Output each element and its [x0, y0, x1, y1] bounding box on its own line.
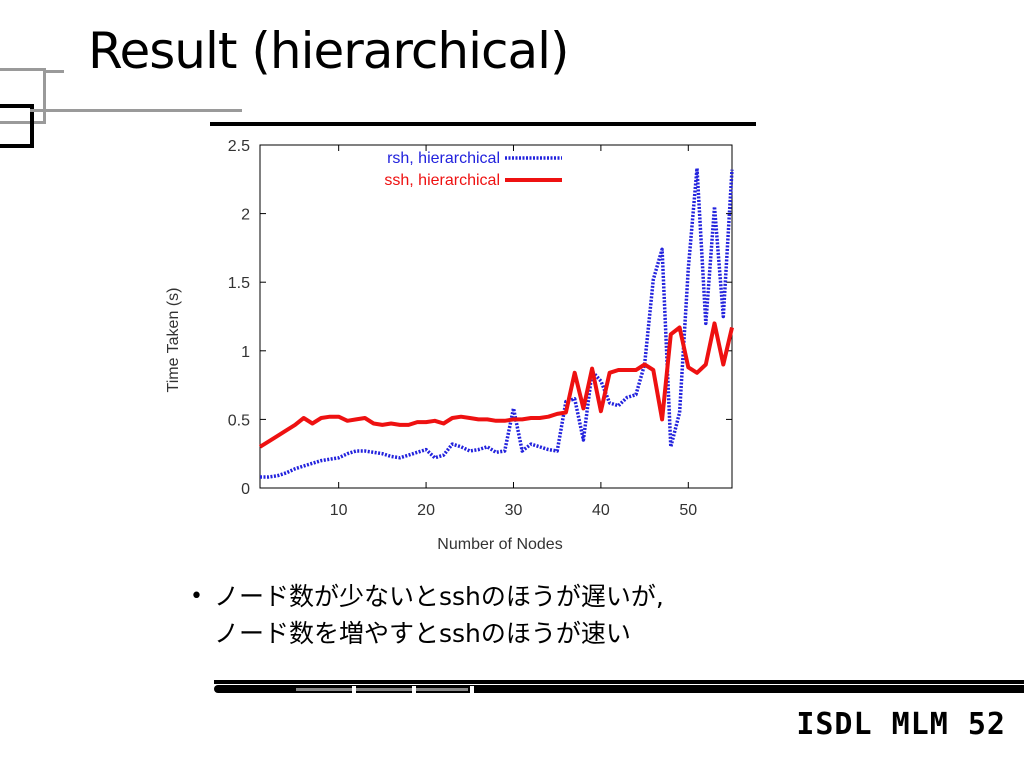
footer-rule-gray: [296, 688, 468, 691]
x-tick-label: 20: [417, 502, 435, 519]
x-tick-label: 10: [330, 502, 348, 519]
series-line-rsh: [260, 166, 734, 479]
y-axis-label: Time Taken (s): [165, 288, 182, 393]
y-tick-label: 0.5: [228, 412, 250, 429]
bullet-line-2: ノード数を増やすとsshのほうが速い: [214, 619, 631, 648]
y-tick-label: 2: [241, 207, 250, 224]
footer-rule-gap-2: [412, 686, 416, 693]
y-tick-label: 1: [241, 344, 250, 361]
x-tick-label: 50: [679, 502, 697, 519]
slide-footer: ISDL MLM 52: [796, 707, 1006, 742]
plot-frame: [259, 144, 733, 489]
bullet-line-1: ノード数が少ないとsshのほうが遅いが,: [214, 582, 664, 611]
series-line-ssh: [258, 321, 734, 449]
chart-series: [258, 166, 734, 479]
corner-box-outer: [0, 68, 46, 124]
x-tick-label: 30: [505, 502, 523, 519]
footer-rule-gap-3: [470, 686, 474, 693]
y-tick-label: 2.5: [228, 138, 250, 155]
x-axis-label: Number of Nodes: [437, 536, 562, 553]
footer-rule-thick: [214, 685, 1024, 693]
footer-rule-gap-1: [352, 686, 356, 693]
title-accent-gray: [30, 109, 242, 112]
bullet-point: • ノード数が少ないとsshのほうが遅いが, ノード数を増やすとsshのほうが速…: [190, 578, 664, 652]
x-tick-label: 40: [592, 502, 610, 519]
legend-label-rsh: rsh, hierarchical: [387, 150, 500, 167]
y-tick-label: 0: [241, 481, 250, 498]
title-underline: [210, 122, 756, 126]
y-tick-label: 1.5: [228, 275, 250, 292]
line-chart: 10 20 30 40 50 0 0.5 1 1.5 2 2.5 rsh, hierarchical…: [165, 138, 734, 553]
bullet-dot-icon: •: [190, 584, 203, 609]
footer-rule-top: [214, 680, 1024, 684]
corner-line-gray: [46, 70, 64, 73]
chart-axes: 10 20 30 40 50 0 0.5 1 1.5 2 2.5: [228, 138, 733, 519]
legend-label-ssh: ssh, hierarchical: [384, 172, 500, 189]
corner-box-inner: [0, 104, 34, 148]
slide-title: Result (hierarchical): [88, 22, 569, 80]
chart-legend: rsh, hierarchical ssh, hierarchical: [384, 150, 562, 189]
